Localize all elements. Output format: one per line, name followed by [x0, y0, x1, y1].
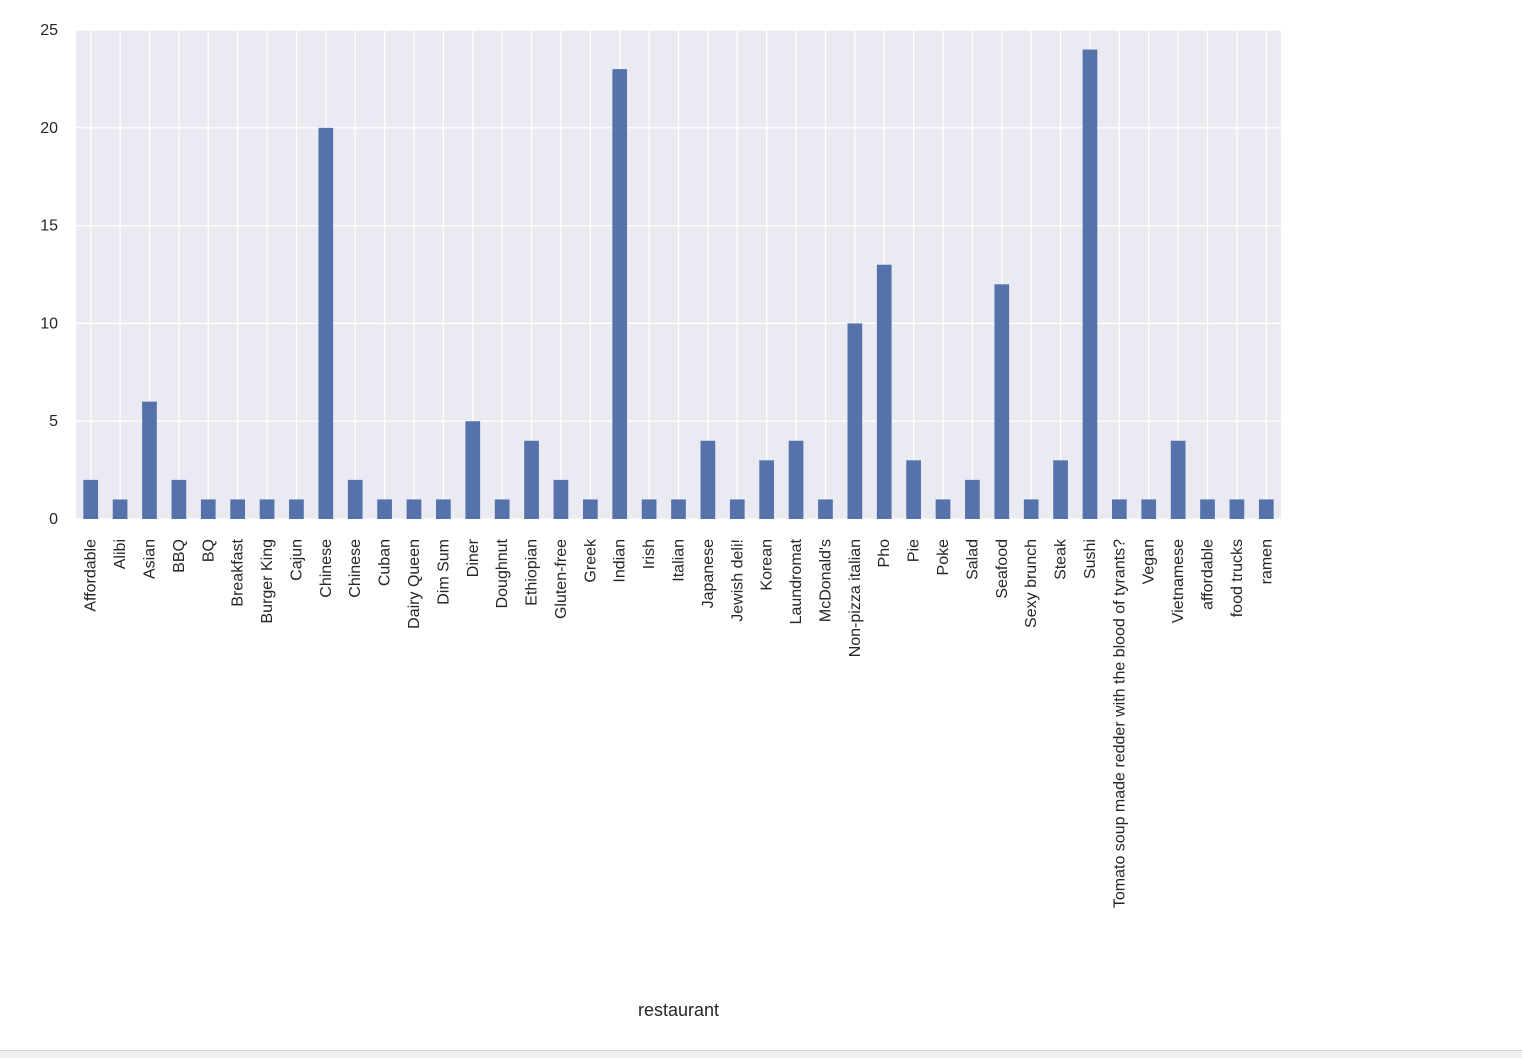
- bar: [377, 499, 392, 519]
- bar: [935, 499, 951, 519]
- x-tick-label: Non-pizza italian: [847, 539, 864, 657]
- x-tick-label: BBQ: [171, 539, 188, 573]
- bar: [1170, 440, 1186, 519]
- bar: [759, 460, 775, 519]
- x-tick-label: Asian: [141, 539, 158, 579]
- x-tick-label: affordable: [1200, 539, 1217, 610]
- x-tick-label: Dim Sum: [435, 539, 452, 605]
- y-tick-label: 10: [40, 315, 58, 332]
- bar: [1229, 499, 1245, 519]
- x-axis-label: restaurant: [638, 1000, 719, 1020]
- bar: [1141, 499, 1157, 519]
- x-tick-label: Gluten-free: [553, 539, 570, 619]
- x-tick-label: Indian: [612, 539, 629, 583]
- x-tick-label: Pho: [876, 539, 893, 568]
- x-tick-label: Laundromat: [788, 538, 805, 624]
- bar: [671, 499, 686, 519]
- bar: [612, 69, 628, 520]
- bar: [847, 323, 863, 519]
- y-tick-label: 0: [49, 511, 58, 528]
- x-tick-label: Poke: [935, 539, 952, 576]
- bar: [818, 499, 833, 519]
- bar: [1200, 499, 1215, 519]
- bar: [112, 499, 128, 519]
- bar: [83, 479, 99, 519]
- bar: [1258, 499, 1274, 519]
- y-tick-label: 20: [40, 120, 58, 137]
- bar: [436, 499, 451, 519]
- bars: [83, 49, 1274, 520]
- x-tick-label: Salad: [964, 539, 981, 580]
- x-tick-label: Sushi: [1082, 539, 1099, 579]
- y-tick-label: 5: [49, 413, 58, 430]
- bar: [700, 440, 716, 519]
- bar: [994, 284, 1010, 519]
- bar: [524, 440, 539, 519]
- x-tick-label: Vietnamese: [1170, 539, 1187, 623]
- bar: [200, 499, 216, 519]
- bar: [729, 499, 745, 519]
- bar: [465, 421, 481, 519]
- x-tick-label: Dairy Queen: [406, 539, 423, 629]
- x-tick-labels: Affordable Alibi Asian BBQ BQ Breakfast Burger…: [83, 538, 1276, 908]
- x-tick-label: Chinese: [318, 539, 335, 598]
- bar: [347, 479, 363, 519]
- x-tick-label: Greek: [582, 538, 599, 583]
- x-tick-label: Diner: [465, 538, 482, 577]
- x-tick-label: Alibi: [112, 539, 129, 569]
- x-tick-label: Steak: [1053, 538, 1070, 580]
- bar: [406, 499, 422, 519]
- x-tick-label: Burger King: [259, 539, 276, 624]
- bar: [318, 127, 334, 520]
- x-tick-label: Italian: [671, 539, 688, 582]
- x-tick-label: Cuban: [377, 539, 394, 586]
- x-tick-label: Seafood: [994, 539, 1011, 599]
- x-tick-label: Sexy brunch: [1023, 539, 1040, 628]
- bar: [876, 264, 892, 519]
- bar: [641, 499, 657, 519]
- x-tick-label: McDonald's: [817, 539, 834, 622]
- bar: [289, 499, 304, 519]
- bar: [259, 499, 275, 519]
- y-tick-labels: 0 5 10 15 20 25: [40, 22, 58, 528]
- y-tick-label: 25: [40, 22, 58, 39]
- x-tick-label: food trucks: [1229, 539, 1246, 617]
- x-tick-label: Ethiopian: [524, 539, 541, 606]
- window-bottom-edge: [0, 1050, 1522, 1058]
- x-tick-label: Affordable: [83, 539, 100, 612]
- bar: [788, 440, 804, 519]
- bar: [1053, 460, 1068, 519]
- x-tick-label: Tomato soup made redder with the blood o…: [1111, 539, 1128, 908]
- x-tick-label: Cajun: [288, 539, 305, 581]
- bar: [582, 499, 598, 519]
- bar: [965, 479, 980, 519]
- y-tick-label: 15: [40, 218, 58, 235]
- x-tick-label: ramen: [1258, 539, 1275, 584]
- bar: [171, 479, 187, 519]
- bar: [906, 460, 921, 519]
- bar: [1023, 499, 1039, 519]
- x-tick-label: Doughnut: [494, 538, 511, 608]
- x-tick-label: Korean: [759, 539, 776, 591]
- x-tick-label: Chinese: [347, 539, 364, 598]
- bar: [142, 401, 157, 519]
- x-tick-label: Irish: [641, 539, 658, 569]
- x-tick-label: BQ: [200, 539, 217, 562]
- x-tick-label: Breakfast: [230, 538, 247, 606]
- x-tick-label: Jewish deli!: [729, 539, 746, 622]
- x-tick-label: Vegan: [1141, 539, 1158, 584]
- bar: [230, 499, 245, 519]
- bar: [1112, 499, 1127, 519]
- x-tick-label: Japanese: [700, 539, 717, 608]
- bar: [1082, 49, 1098, 520]
- x-tick-label: Pie: [906, 539, 923, 562]
- bar: [553, 479, 569, 519]
- bar: [494, 499, 510, 519]
